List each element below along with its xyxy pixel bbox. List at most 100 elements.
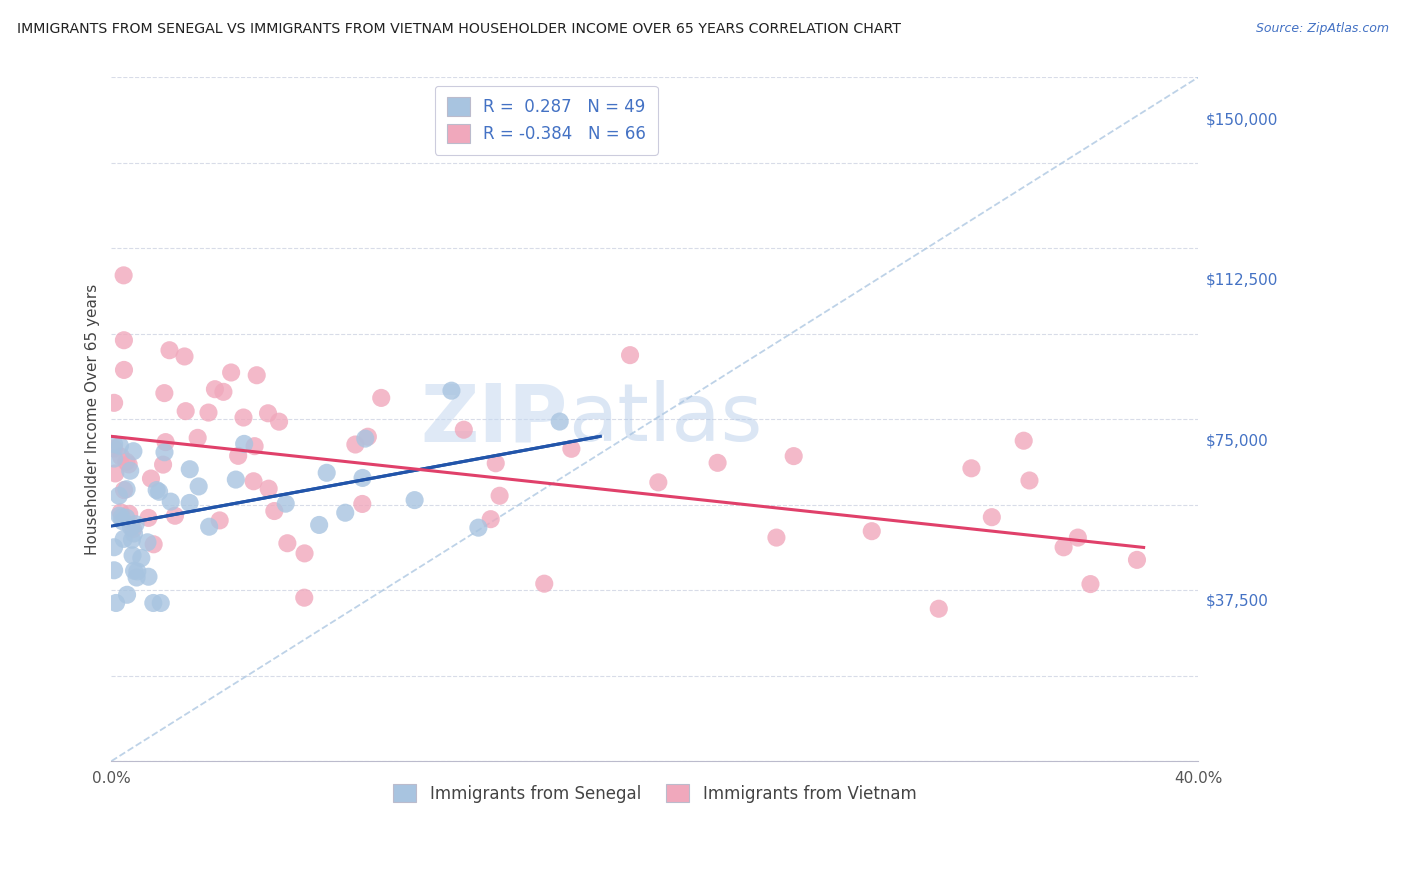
Point bbox=[1052, 541, 1074, 555]
Point bbox=[246, 368, 269, 383]
Point bbox=[112, 268, 135, 283]
Point bbox=[110, 505, 132, 519]
Point bbox=[139, 471, 162, 485]
Point bbox=[115, 482, 138, 496]
Point bbox=[120, 520, 142, 534]
Point bbox=[354, 432, 377, 446]
Point bbox=[110, 510, 132, 524]
Point bbox=[257, 406, 280, 420]
Point bbox=[263, 504, 285, 518]
Point bbox=[124, 517, 146, 532]
Point bbox=[1067, 531, 1090, 545]
Point bbox=[112, 532, 135, 546]
Point bbox=[138, 511, 160, 525]
Point bbox=[148, 484, 170, 499]
Point bbox=[125, 570, 148, 584]
Point bbox=[1018, 474, 1040, 488]
Text: atlas: atlas bbox=[568, 380, 762, 458]
Point bbox=[467, 521, 489, 535]
Point bbox=[533, 576, 555, 591]
Point bbox=[243, 439, 266, 453]
Point bbox=[174, 404, 197, 418]
Point bbox=[115, 588, 138, 602]
Point bbox=[103, 563, 125, 577]
Point bbox=[121, 549, 143, 563]
Point bbox=[860, 524, 883, 538]
Point bbox=[267, 415, 290, 429]
Point bbox=[103, 442, 125, 456]
Point bbox=[142, 596, 165, 610]
Point bbox=[163, 508, 186, 523]
Point bbox=[242, 475, 264, 489]
Point bbox=[647, 475, 669, 490]
Point bbox=[485, 456, 508, 470]
Point bbox=[1080, 577, 1102, 591]
Legend: Immigrants from Senegal, Immigrants from Vietnam: Immigrants from Senegal, Immigrants from… bbox=[381, 772, 928, 814]
Point bbox=[1012, 434, 1035, 448]
Point bbox=[115, 510, 138, 524]
Text: $37,500: $37,500 bbox=[1206, 593, 1270, 608]
Point bbox=[1126, 553, 1149, 567]
Point bbox=[257, 482, 280, 496]
Point bbox=[152, 458, 174, 472]
Point bbox=[142, 537, 165, 551]
Point bbox=[274, 497, 297, 511]
Point bbox=[153, 445, 176, 459]
Point bbox=[706, 456, 728, 470]
Point bbox=[292, 591, 315, 605]
Point bbox=[294, 546, 316, 560]
Point bbox=[155, 435, 177, 450]
Point bbox=[105, 596, 128, 610]
Point bbox=[149, 596, 172, 610]
Point bbox=[560, 442, 582, 456]
Point bbox=[122, 444, 145, 458]
Point bbox=[153, 386, 176, 401]
Point bbox=[110, 450, 132, 464]
Point bbox=[112, 483, 135, 497]
Text: Source: ZipAtlas.com: Source: ZipAtlas.com bbox=[1256, 22, 1389, 36]
Point bbox=[352, 471, 374, 485]
Point bbox=[159, 343, 181, 358]
Point bbox=[118, 507, 141, 521]
Point bbox=[225, 473, 247, 487]
Point bbox=[108, 508, 131, 523]
Point bbox=[179, 462, 201, 476]
Point bbox=[765, 531, 787, 545]
Point bbox=[122, 522, 145, 536]
Point bbox=[111, 514, 134, 528]
Point bbox=[204, 382, 226, 396]
Point bbox=[103, 396, 125, 410]
Point bbox=[226, 449, 249, 463]
Point bbox=[121, 533, 143, 547]
Point bbox=[145, 483, 167, 497]
Point bbox=[122, 564, 145, 578]
Point bbox=[928, 601, 950, 615]
Text: $150,000: $150,000 bbox=[1206, 112, 1278, 128]
Point bbox=[138, 570, 160, 584]
Text: IMMIGRANTS FROM SENEGAL VS IMMIGRANTS FROM VIETNAM HOUSEHOLDER INCOME OVER 65 YE: IMMIGRANTS FROM SENEGAL VS IMMIGRANTS FR… bbox=[17, 22, 901, 37]
Point bbox=[112, 333, 135, 347]
Point bbox=[131, 551, 153, 566]
Point bbox=[187, 479, 209, 493]
Point bbox=[120, 464, 142, 478]
Point bbox=[357, 430, 380, 444]
Point bbox=[187, 431, 209, 445]
Point bbox=[136, 535, 159, 549]
Point bbox=[619, 348, 641, 362]
Point bbox=[315, 466, 337, 480]
Point bbox=[479, 512, 502, 526]
Point bbox=[173, 350, 195, 364]
Point bbox=[233, 437, 256, 451]
Point bbox=[980, 510, 1002, 524]
Point bbox=[344, 437, 367, 451]
Point bbox=[440, 384, 463, 398]
Point bbox=[960, 461, 983, 475]
Point bbox=[117, 458, 139, 472]
Point bbox=[783, 449, 806, 463]
Text: $112,500: $112,500 bbox=[1206, 273, 1278, 288]
Point bbox=[179, 496, 201, 510]
Point bbox=[198, 519, 221, 533]
Point bbox=[335, 506, 357, 520]
Point bbox=[212, 384, 235, 399]
Point bbox=[197, 406, 219, 420]
